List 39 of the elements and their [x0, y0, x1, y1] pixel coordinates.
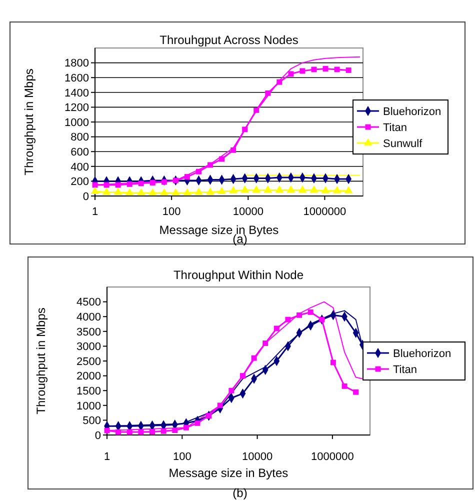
y-tick-label: 1400 [64, 87, 89, 100]
x-tick-label: 100 [172, 451, 192, 463]
x-tick-label: 100 [162, 206, 181, 218]
y-tick-label: 1600 [64, 72, 89, 84]
y-tick-label: 400 [70, 161, 89, 174]
x-tick-label: 10000 [242, 451, 273, 463]
y-tick-label: 1200 [64, 102, 89, 114]
chart-title: Throughput Within Node [173, 268, 304, 282]
y-tick-label: 600 [70, 146, 89, 158]
y-tick-label: 0 [82, 190, 89, 203]
y-tick-label: 500 [82, 415, 101, 428]
y-tick-label: 4000 [76, 311, 101, 324]
x-axis-title: Message size in Bytes [168, 466, 288, 480]
legend-label: Titan [383, 122, 408, 134]
x-tick-label: 1000000 [311, 451, 354, 463]
y-tick-label: 0 [94, 430, 101, 442]
y-tick-label: 1000 [64, 116, 89, 129]
legend-label: Titan [393, 364, 418, 376]
y-tick-label: 3000 [76, 341, 101, 354]
legend-label: Sunwulf [383, 138, 424, 150]
y-tick-label: 1800 [64, 58, 89, 70]
text: (b) [232, 486, 248, 500]
legend-label: Bluehorizon [393, 348, 452, 360]
y-tick-label: 2000 [76, 370, 101, 383]
chart-title: Throuhgput Across Nodes [160, 33, 298, 47]
y-tick-label: 3500 [76, 326, 101, 338]
x-tick-label: 1 [104, 451, 110, 463]
legend-label: Bluehorizon [383, 106, 442, 118]
y-tick-label: 4500 [76, 296, 101, 309]
y-tick-label: 1500 [76, 385, 101, 398]
x-tick-label: 10000 [232, 206, 264, 218]
y-axis-title: Throughput in Mbps [22, 68, 36, 176]
y-tick-label: 800 [70, 132, 89, 144]
x-tick-label: 1000000 [303, 206, 346, 218]
y-axis-title: Throughput in Mbps [34, 308, 48, 414]
y-tick-label: 2500 [76, 356, 101, 368]
x-tick-label: 1 [92, 206, 98, 218]
y-tick-label: 200 [70, 176, 89, 188]
y-tick-label: 1000 [76, 400, 101, 412]
